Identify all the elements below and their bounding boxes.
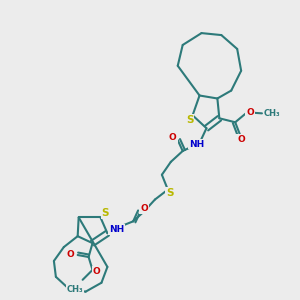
Text: NH: NH [109,225,124,234]
Text: S: S [166,188,174,198]
Text: NH: NH [189,140,204,148]
Text: CH₃: CH₃ [66,285,83,294]
Text: O: O [140,204,148,213]
Text: S: S [186,115,194,125]
Text: O: O [169,133,177,142]
Text: O: O [67,250,75,259]
Text: O: O [246,108,254,117]
Text: O: O [93,267,101,276]
Text: CH₃: CH₃ [263,109,280,118]
Text: O: O [237,135,245,144]
Text: S: S [102,208,109,218]
